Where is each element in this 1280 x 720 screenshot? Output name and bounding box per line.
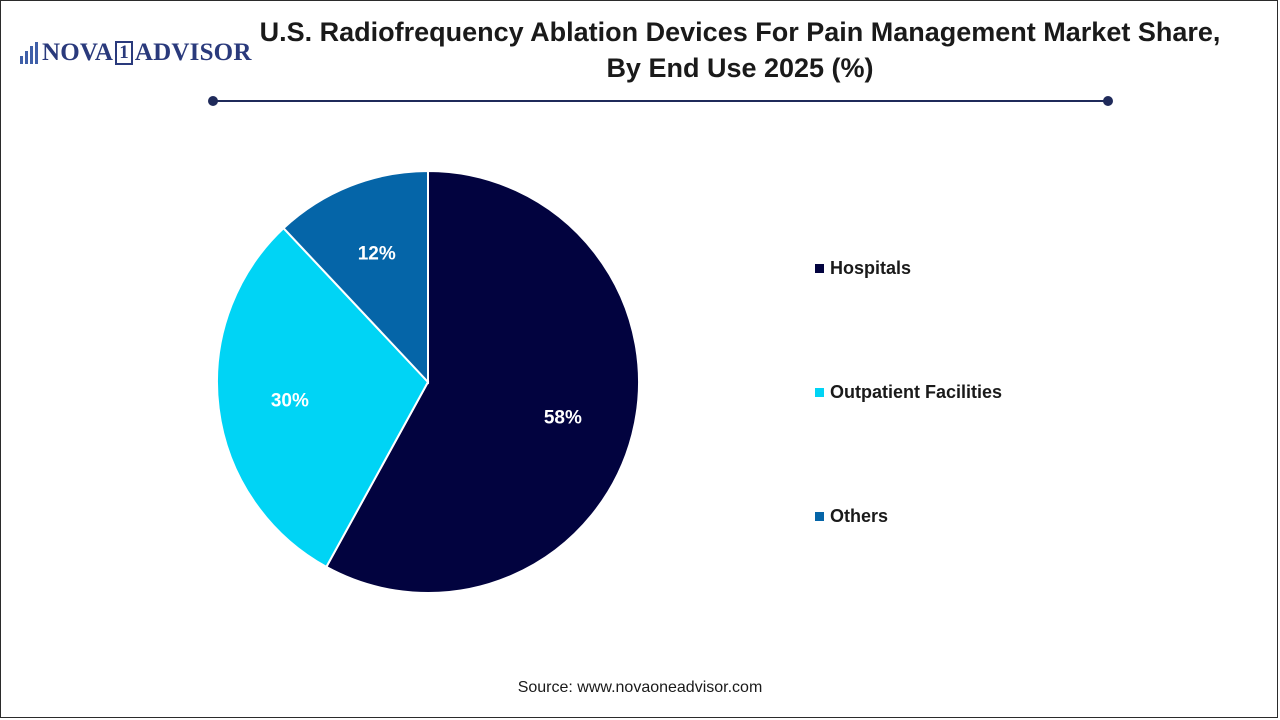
logo-bars-icon xyxy=(20,42,38,64)
legend-item-others: Others xyxy=(815,506,888,527)
pie-slice-hospitals xyxy=(324,169,640,594)
legend-label-outpatient-facilities: Outpatient Facilities xyxy=(830,382,1003,402)
legend-item-hospitals: Hospitals xyxy=(815,258,911,279)
data-label-hospitals: 58% xyxy=(544,408,582,429)
legend-swatch-outpatient-facilities xyxy=(815,388,824,397)
pie-slice-outpatient-facilities xyxy=(216,226,430,569)
legend-label-others: Others xyxy=(830,506,889,526)
pie-slice-others xyxy=(282,169,429,385)
legend-swatch-others xyxy=(815,512,824,521)
source-note: Source: www.novaoneadvisor.com xyxy=(517,679,763,696)
legend-label-hospitals: Hospitals xyxy=(830,258,912,278)
logo-text-advisor: ADVISOR xyxy=(134,39,252,66)
logo-text-one: 1 xyxy=(115,41,133,65)
data-label-outpatient-facilities: 30% xyxy=(271,390,309,411)
chart-title: U.S. Radiofrequency Ablation Devices For… xyxy=(259,17,1221,83)
title-divider xyxy=(208,96,1113,106)
legend-swatch-hospitals xyxy=(815,264,824,273)
logo-text-nova: NOVA xyxy=(42,39,114,66)
brand-logo: NOVA 1 ADVISOR xyxy=(20,36,252,70)
data-label-others: 12% xyxy=(358,244,396,265)
legend-item-outpatient-facilities: Outpatient Facilities xyxy=(815,382,1002,403)
